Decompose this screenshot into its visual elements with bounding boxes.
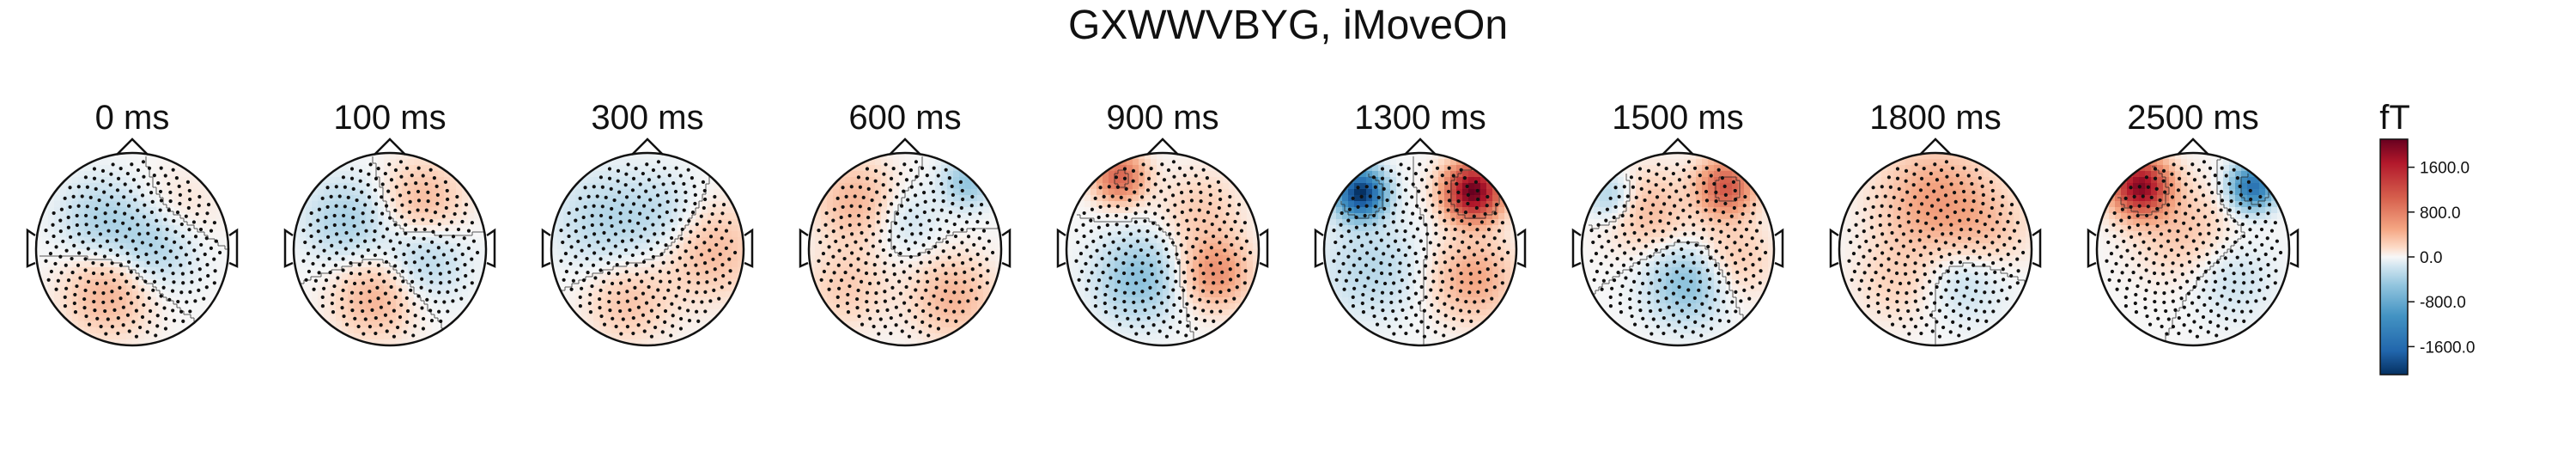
nose-marker — [2177, 137, 2209, 156]
time-label: 0 ms — [95, 99, 170, 137]
sensor-dots — [1589, 160, 1768, 339]
colorbar-unit-label: fT — [2379, 99, 2410, 137]
head-outline — [34, 151, 230, 347]
topomap-contours — [1589, 174, 1744, 325]
topomap-contours — [890, 156, 999, 257]
sensor-dots — [44, 160, 222, 339]
sensor-dots — [1332, 160, 1510, 339]
time-label: 1500 ms — [1612, 99, 1743, 137]
ear-left — [1571, 228, 1582, 268]
nose-marker — [631, 137, 664, 156]
sensor-dots — [301, 160, 480, 339]
colorbar-gradient — [2379, 138, 2409, 375]
topomap-7: 1800 ms — [1829, 99, 2042, 347]
nose-marker — [1146, 137, 1179, 156]
nose-marker — [116, 137, 149, 156]
ear-left — [541, 228, 551, 268]
time-label: 1300 ms — [1354, 99, 1485, 137]
sensor-dots — [2105, 160, 2283, 339]
topomap-0: 0 ms — [26, 99, 239, 347]
ear-right — [2032, 228, 2042, 268]
sensor-dots — [559, 160, 738, 339]
sensor-dots — [1847, 160, 2026, 339]
ear-right — [2289, 228, 2300, 268]
time-label: 1800 ms — [1869, 99, 2001, 137]
head-outline — [807, 151, 1003, 347]
nose-marker — [1404, 137, 1437, 156]
ear-right — [486, 228, 496, 268]
ear-right — [1516, 228, 1527, 268]
head-outline — [2095, 151, 2291, 347]
ear-right — [1001, 228, 1012, 268]
topomap-1: 100 ms — [283, 99, 496, 347]
ear-left — [799, 228, 809, 268]
head-outline — [1580, 151, 1776, 347]
ear-right — [228, 228, 239, 268]
colorbar-tick-label: 1600.0 — [2420, 160, 2470, 178]
topomap-3: 600 ms — [799, 99, 1012, 347]
ear-right — [1774, 228, 1784, 268]
topomap-field — [809, 153, 1001, 345]
head-outline — [1322, 151, 1518, 347]
nose-marker — [1919, 137, 1952, 156]
time-label: 600 ms — [848, 99, 961, 137]
ear-right — [744, 228, 754, 268]
time-label: 900 ms — [1106, 99, 1218, 137]
colorbar-tick-label: 800.0 — [2420, 205, 2461, 223]
time-label: 2500 ms — [2127, 99, 2258, 137]
colorbar-tick-label: 0.0 — [2420, 249, 2442, 267]
topomap-5: 1300 ms — [1314, 99, 1527, 347]
ear-left — [1314, 228, 1324, 268]
topomap-4: 900 ms — [1056, 99, 1269, 347]
time-label: 100 ms — [333, 99, 446, 137]
colorbar-tick-label: -1600.0 — [2420, 339, 2475, 357]
head-outline — [1065, 151, 1261, 347]
ear-left — [1829, 228, 1839, 268]
nose-marker — [889, 137, 921, 156]
figure-title: GXWWVBYG, iMoveOn — [1067, 3, 1509, 48]
sensor-dots — [817, 160, 995, 339]
head-outline — [292, 151, 488, 347]
nose-marker — [1662, 137, 1694, 156]
time-label: 300 ms — [591, 99, 703, 137]
head-outline — [1838, 151, 2033, 347]
sensor-dots — [1074, 160, 1253, 339]
topomap-2: 300 ms — [541, 99, 754, 347]
colorbar: fT 1600.0 800.0 0.0 -800.0 -1600.0 — [2379, 99, 2475, 375]
ear-left — [26, 228, 36, 268]
colorbar-tick-label: -800.0 — [2420, 294, 2466, 312]
head-outline — [550, 151, 745, 347]
ear-left — [283, 228, 294, 268]
ear-right — [1259, 228, 1269, 268]
nose-marker — [374, 137, 406, 156]
topomap-6: 1500 ms — [1571, 99, 1784, 347]
ear-left — [2087, 228, 2097, 268]
ear-left — [1056, 228, 1066, 268]
topomap-8: 2500 ms — [2087, 99, 2300, 347]
